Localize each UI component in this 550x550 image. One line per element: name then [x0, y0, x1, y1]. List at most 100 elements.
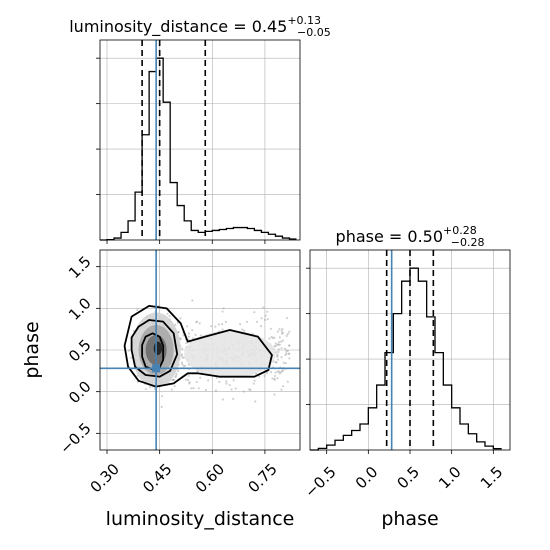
scatter-point [180, 347, 184, 350]
scatter-point [184, 364, 187, 367]
scatter-point [281, 328, 284, 331]
scatter-point [190, 387, 193, 390]
ld-title-value: 0.45 [252, 17, 288, 36]
contour-line [123, 304, 273, 388]
scatter-point [241, 328, 244, 331]
scatter-point [288, 330, 291, 333]
scatter-point [279, 371, 283, 374]
phase-hist-title: phase = 0.50+0.28 −0.28 [336, 224, 485, 249]
scatter-point [276, 358, 280, 361]
scatter-point [179, 317, 182, 320]
scatter-point [284, 353, 287, 357]
scatter-point [194, 333, 197, 336]
scatter-point [192, 337, 195, 340]
scatter-point [281, 369, 284, 373]
scatter-point [191, 299, 194, 302]
scatter-point [218, 380, 221, 384]
scatter-ytick-label: −0.5 [56, 419, 94, 457]
scatter-point [234, 387, 237, 390]
scatter-point [281, 331, 284, 335]
scatter-point [179, 338, 182, 341]
scatter-point [278, 372, 281, 375]
scatter-point [280, 356, 283, 359]
y-axis-label-phase: phase [21, 321, 43, 378]
scatter-point [277, 348, 280, 351]
scatter-point [180, 353, 184, 356]
ld-hist-axes [99, 39, 301, 241]
scatter-point [188, 382, 191, 385]
scatter-point [277, 343, 280, 346]
scatter-point [271, 336, 275, 340]
scatter-point [266, 318, 269, 321]
scatter-point [265, 372, 269, 375]
ld-title-plus: +0.13 [287, 14, 321, 27]
scatter-panel: 0.30 0.45 0.60 0.75 −0.5 0.0 0.5 1.0 1.5 lumino… [21, 249, 301, 530]
scatter-point [174, 323, 177, 326]
scatter-point [285, 349, 288, 353]
scatter-point [187, 332, 191, 335]
scatter-point [197, 387, 200, 390]
scatter-point [217, 323, 220, 326]
scatter-point [255, 320, 259, 323]
x-axis-label-ld: luminosity_distance [106, 508, 295, 530]
scatter-point [180, 354, 183, 357]
scatter-xtick-label: 0.30 [87, 460, 123, 496]
truth-marker [152, 364, 161, 373]
scatter-point [282, 369, 285, 372]
scatter-y-ticks: −0.5 0.0 0.5 1.0 1.5 [56, 253, 100, 458]
phase-title-minus: −0.28 [451, 236, 485, 249]
scatter-point [278, 336, 281, 339]
scatter-point [264, 314, 267, 317]
scatter-point [181, 356, 184, 359]
scatter-point [275, 361, 278, 364]
scatter-point [271, 377, 274, 380]
contour-line [130, 319, 179, 378]
density-level [153, 341, 163, 356]
scatter-point [210, 324, 213, 328]
scatter-point [191, 329, 194, 332]
scatter-point [262, 306, 265, 309]
phase-hist-panel: −0.5 0.0 0.5 1.0 1.5 phase = 0.50+0.28 −0.28 … [301, 224, 511, 530]
scatter-point [277, 350, 280, 353]
phase-xtick-label: 1.0 [435, 463, 465, 493]
scatter-point [277, 341, 281, 344]
scatter-point [129, 356, 133, 359]
scatter-point [187, 379, 190, 382]
scatter-point [248, 388, 251, 391]
scatter-point [284, 361, 287, 365]
scatter-point [276, 330, 280, 333]
scatter-point [284, 347, 287, 350]
scatter-point [286, 380, 289, 383]
scatter-point [177, 370, 180, 373]
scatter-point [127, 349, 131, 352]
scatter-point [195, 320, 199, 323]
phase-hist-steps [310, 267, 502, 451]
scatter-point [276, 355, 279, 358]
scatter-point [187, 374, 190, 377]
scatter-point [224, 320, 227, 323]
scatter-point [171, 378, 175, 382]
scatter-point [288, 344, 291, 347]
scatter-point [285, 352, 288, 355]
scatter-point [187, 335, 191, 338]
ld-hist-grid [100, 40, 300, 240]
phase-title-value: 0.50 [407, 227, 443, 246]
scatter-point [243, 329, 246, 332]
scatter-point [258, 375, 261, 378]
scatter-point [270, 335, 273, 339]
phase-xtick-label: 0.5 [393, 463, 423, 493]
scatter-point [175, 374, 178, 377]
scatter-point [181, 363, 184, 366]
scatter-point [166, 312, 169, 315]
scatter-point [273, 393, 276, 396]
scatter-point [286, 332, 289, 336]
ld-hist-panel: luminosity_distance = 0.45+0.13 −0.05 [69, 14, 331, 244]
scatter-point [225, 380, 228, 383]
scatter-x-ticks: 0.30 0.45 0.60 0.75 [87, 450, 281, 496]
scatter-point [274, 351, 278, 354]
scatter-point [221, 323, 224, 326]
scatter-point [287, 352, 290, 355]
scatter-point [249, 388, 252, 392]
scatter-point [198, 322, 201, 325]
